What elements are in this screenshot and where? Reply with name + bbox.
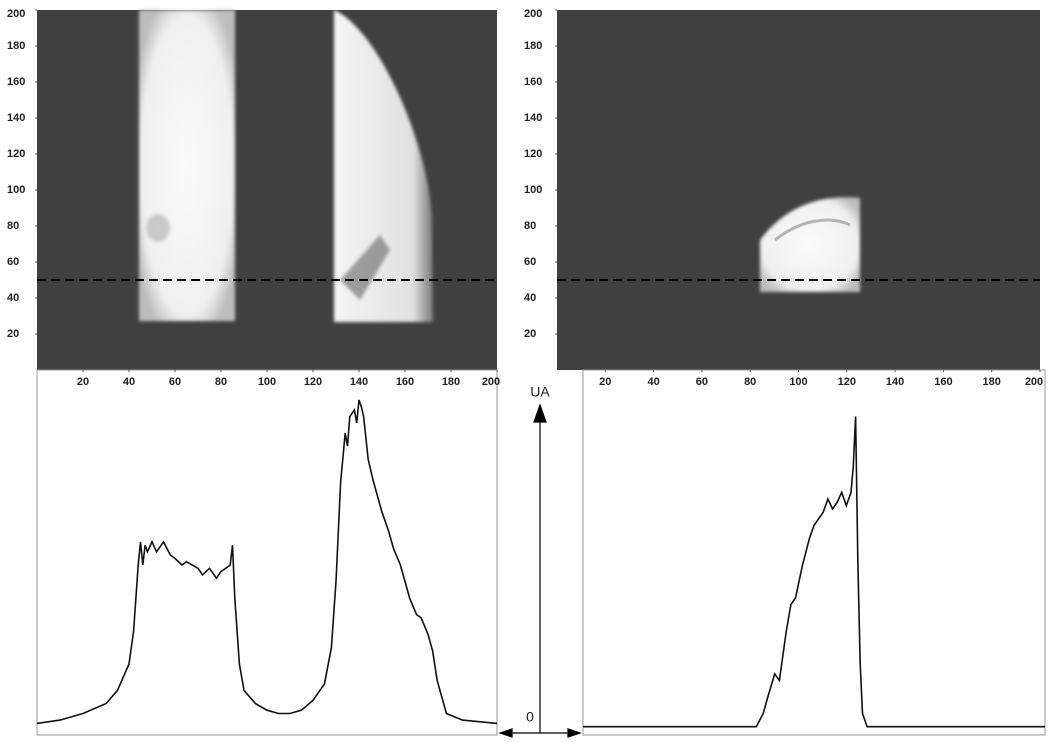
shade [340, 235, 390, 300]
x-tick-label: 100 [258, 376, 276, 388]
y-tick-label: 140 [524, 112, 542, 124]
y-tick-label: 200 [7, 8, 25, 20]
x-tick-label: 200 [482, 376, 500, 388]
x-tick-label: 200 [1025, 376, 1043, 388]
profile-line [36, 399, 498, 725]
y-tick-label: 100 [524, 184, 542, 196]
bright-region [334, 10, 433, 322]
arrow-head [533, 403, 547, 423]
x-tick-label: 40 [123, 376, 135, 388]
y-tick-label: 180 [7, 40, 25, 52]
y-tick-label: 60 [524, 256, 536, 268]
x-tick-label: 60 [169, 376, 181, 388]
y-tick-label: 120 [7, 148, 25, 160]
y-axis-label: UA [530, 384, 550, 400]
profile-frame [582, 369, 1046, 736]
x-tick-label: 180 [983, 376, 1001, 388]
y-tick-label: 160 [7, 76, 25, 88]
ua-axis [498, 403, 582, 738]
shade [146, 214, 170, 242]
y-tick-label: 160 [524, 76, 542, 88]
x-tick-label: 80 [215, 376, 227, 388]
y-tick-label: 80 [524, 220, 536, 232]
bright-region [139, 10, 235, 321]
arrow-head [498, 728, 582, 738]
profile-line [583, 416, 1045, 728]
y-tick-label: 40 [7, 292, 19, 304]
profile-frame [36, 369, 498, 736]
x-tick-label: 120 [304, 376, 322, 388]
x-tick-label: 20 [77, 376, 89, 388]
image-background [557, 10, 1040, 370]
x-tick-label: 140 [886, 376, 904, 388]
y-tick-label: 0 [526, 709, 534, 725]
x-tick-label: 160 [396, 376, 414, 388]
x-tick-label: 120 [838, 376, 856, 388]
x-tick-label: 40 [647, 376, 659, 388]
y-tick-label: 100 [7, 184, 25, 196]
y-tick-label: 20 [524, 328, 536, 340]
x-tick-label: 20 [599, 376, 611, 388]
y-tick-label: 120 [524, 148, 542, 160]
left-image [37, 10, 497, 370]
y-tick-label: 80 [7, 220, 19, 232]
shade [774, 218, 851, 242]
y-tick-label: 200 [524, 8, 542, 20]
x-tick-label: 60 [696, 376, 708, 388]
x-tick-label: 100 [789, 376, 807, 388]
right-image [557, 10, 1040, 370]
y-tick-label: 140 [7, 112, 25, 124]
y-tick-label: 60 [7, 256, 19, 268]
x-tick-label: 140 [350, 376, 368, 388]
x-tick-label: 80 [744, 376, 756, 388]
y-tick-label: 40 [524, 292, 536, 304]
x-tick-label: 180 [442, 376, 460, 388]
y-tick-label: 20 [7, 328, 19, 340]
y-tick-label: 180 [524, 40, 542, 52]
x-tick-label: 160 [934, 376, 952, 388]
